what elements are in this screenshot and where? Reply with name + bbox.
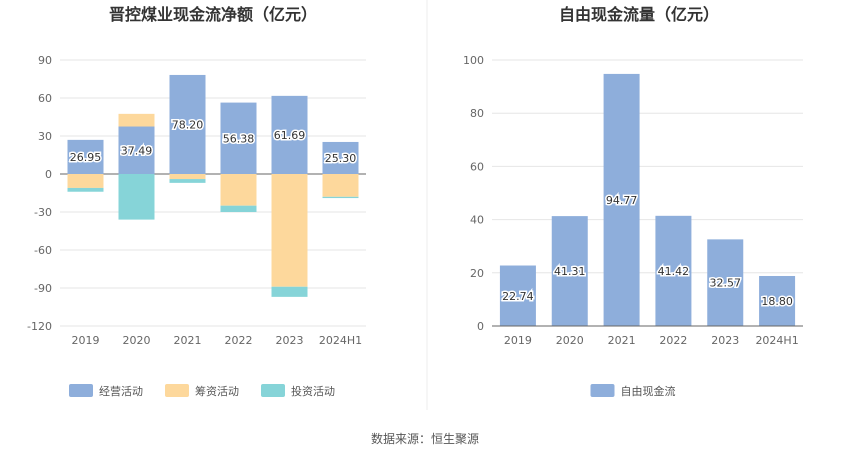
- left-bar-financing: [67, 174, 104, 188]
- left-bar-investing: [169, 179, 206, 183]
- right-y-tick-label: 40: [470, 214, 484, 227]
- right-bar-free-cash-flow: [759, 275, 796, 326]
- right-y-tick-label: 20: [470, 267, 484, 280]
- right-bar-free-cash-flow: [603, 73, 640, 326]
- right-chart-plot: 100 80 60 40 20 0 22.74 41.31 94.77 41.42 32.57 18.…: [463, 54, 803, 347]
- left-legend-swatch: [69, 384, 93, 397]
- right-chart-legend: 自由现金流: [590, 384, 676, 398]
- right-y-tick-label: 60: [470, 160, 484, 173]
- left-bar-operating: [67, 139, 104, 174]
- left-bar-operating: [118, 126, 155, 174]
- right-legend-swatch: [590, 384, 615, 397]
- right-bar-value-label: 94.77: [606, 194, 638, 207]
- left-bar-operating: [220, 102, 257, 174]
- left-y-tick-label: 30: [38, 130, 52, 143]
- right-bar-value-label: 41.31: [554, 265, 586, 278]
- left-y-tick-label: -30: [34, 206, 52, 219]
- left-bar-investing: [322, 196, 359, 199]
- right-y-tick-label: 80: [470, 107, 484, 120]
- right-bar-value-label: 41.42: [658, 265, 690, 278]
- left-y-tick-label: -60: [34, 244, 52, 257]
- left-legend-swatch: [165, 384, 189, 397]
- right-legend-label: 自由现金流: [621, 384, 676, 398]
- left-x-tick-label: 2022: [225, 334, 253, 347]
- right-y-tick-label: 0: [477, 320, 484, 333]
- left-legend-label: 经营活动: [99, 384, 143, 398]
- left-bar-value-label: 56.38: [223, 132, 255, 145]
- left-bar-value-label: 26.95: [70, 151, 102, 164]
- left-x-tick-label: 2024H1: [319, 334, 362, 347]
- left-x-tick-label: 2020: [123, 334, 151, 347]
- left-bar-financing: [322, 174, 359, 197]
- right-x-tick-label: 2024H1: [755, 334, 798, 347]
- right-x-tick-label: 2022: [659, 334, 687, 347]
- left-bar-investing: [67, 187, 104, 192]
- left-bar-financing: [271, 174, 308, 287]
- left-chart-plot: 90 60 30 0 -30 -60 -90 -120 26.95 37.49 78.20 56.38…: [27, 54, 366, 347]
- left-bar-operating: [271, 95, 308, 174]
- right-x-tick-label: 2023: [711, 334, 739, 347]
- left-y-tick-label: 60: [38, 92, 52, 105]
- left-y-tick-label: 0: [45, 168, 52, 181]
- left-bar-financing: [118, 113, 155, 127]
- left-x-tick-label: 2019: [72, 334, 100, 347]
- right-bar-value-label: 22.74: [502, 290, 534, 303]
- right-y-tick-label: 100: [463, 54, 484, 67]
- left-x-tick-label: 2023: [276, 334, 304, 347]
- left-chart-title: 晋控煤业现金流净额（亿元）: [109, 5, 317, 24]
- left-x-tick-label: 2021: [174, 334, 202, 347]
- left-bar-value-label: 78.20: [172, 118, 204, 131]
- data-source-note: 数据来源：恒生聚源: [371, 431, 479, 446]
- left-bar-financing: [220, 174, 257, 206]
- left-bar-investing: [220, 205, 257, 212]
- right-chart-title: 自由现金流量（亿元）: [559, 5, 719, 24]
- left-bar-value-label: 37.49: [121, 144, 153, 157]
- right-x-tick-label: 2019: [504, 334, 532, 347]
- right-x-tick-label: 2021: [608, 334, 636, 347]
- left-bar-financing: [169, 174, 206, 180]
- right-bar-free-cash-flow: [551, 216, 588, 326]
- right-bar-free-cash-flow: [655, 215, 692, 326]
- left-legend-label: 筹资活动: [195, 384, 239, 398]
- left-chart-legend: 经营活动 筹资活动 投资活动: [69, 384, 335, 398]
- right-bar-value-label: 18.80: [761, 295, 793, 308]
- left-legend-swatch: [261, 384, 285, 397]
- left-bar-value-label: 25.30: [325, 152, 357, 165]
- left-bar-value-label: 61.69: [274, 129, 306, 142]
- left-legend-label: 投资活动: [291, 384, 335, 398]
- left-bar-operating: [169, 74, 206, 174]
- left-bar-operating: [322, 141, 359, 174]
- right-bar-free-cash-flow: [707, 239, 744, 326]
- left-bar-investing: [271, 286, 308, 297]
- right-bar-value-label: 32.57: [710, 277, 742, 290]
- right-x-tick-label: 2020: [556, 334, 584, 347]
- right-bar-free-cash-flow: [499, 265, 536, 326]
- left-y-tick-label: -120: [27, 320, 52, 333]
- left-y-tick-label: 90: [38, 54, 52, 67]
- left-y-tick-label: -90: [34, 282, 52, 295]
- left-bar-investing: [118, 174, 155, 220]
